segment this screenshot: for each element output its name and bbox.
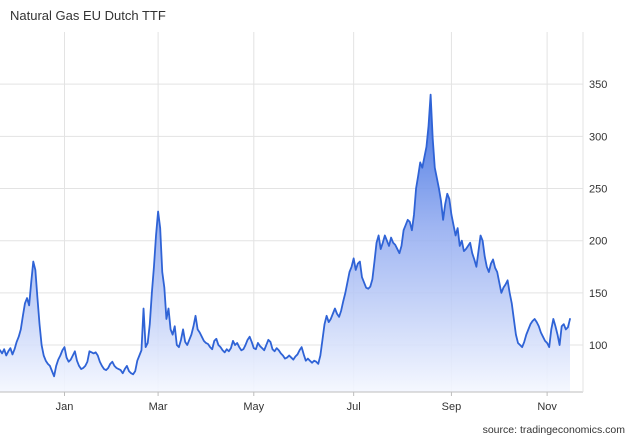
chart-title: Natural Gas EU Dutch TTF bbox=[10, 8, 166, 23]
x-tick-label: Nov bbox=[537, 401, 557, 413]
series-area-fill bbox=[0, 94, 570, 393]
y-tick-label: 100 bbox=[589, 340, 607, 352]
x-tick-label: Jul bbox=[347, 401, 361, 413]
source-note: source: tradingeconomics.com bbox=[482, 424, 625, 436]
y-tick-label: 350 bbox=[589, 79, 607, 91]
y-tick-label: 250 bbox=[589, 184, 607, 196]
y-tick-label: 200 bbox=[589, 236, 607, 248]
x-tick-label: Jan bbox=[56, 401, 74, 413]
x-tick-label: Mar bbox=[149, 401, 168, 413]
series-line bbox=[0, 93, 571, 378]
area-series bbox=[0, 93, 571, 393]
x-tick-label: Sep bbox=[442, 401, 462, 413]
y-tick-label: 150 bbox=[589, 288, 607, 300]
axes: 100 150 200 250 300 350 Jan Mar May Jul Sep Nov bbox=[0, 32, 607, 413]
y-tick-label: 300 bbox=[589, 131, 607, 143]
x-tick-label: May bbox=[243, 401, 264, 413]
